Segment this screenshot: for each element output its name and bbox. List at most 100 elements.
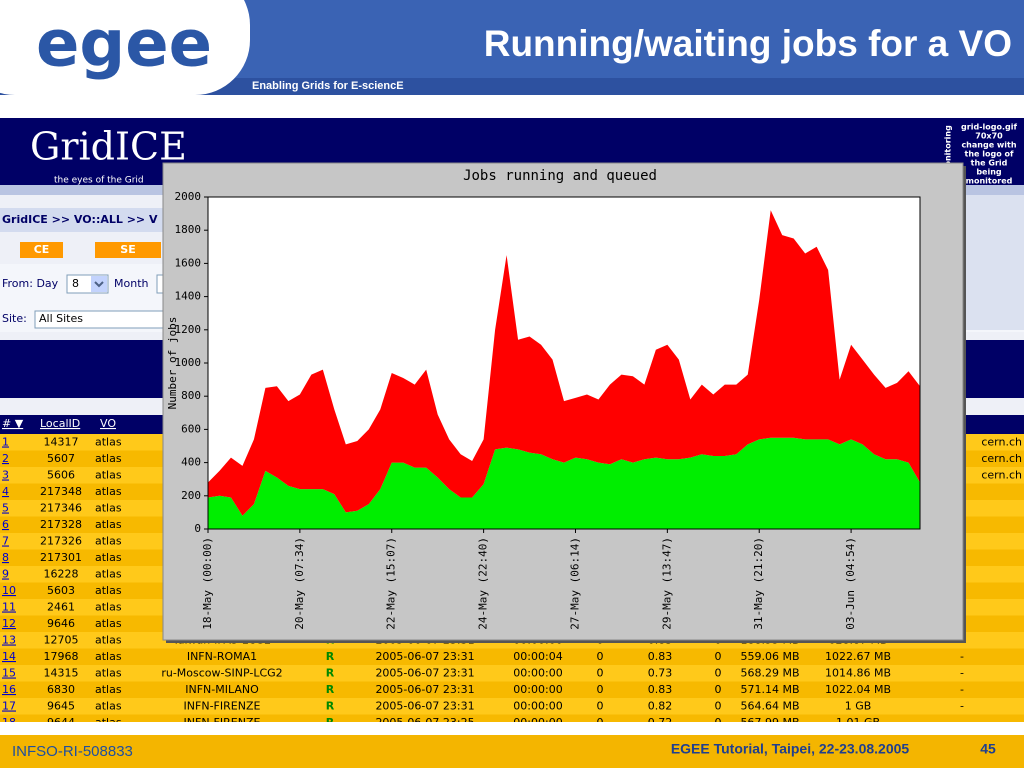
x-tick-label: 22-May (15:07) xyxy=(385,537,398,630)
table-cell: atlas xyxy=(95,667,122,680)
table-cell: - xyxy=(960,700,964,713)
row-link[interactable]: 12 xyxy=(2,617,16,630)
table-cell: 217346 xyxy=(40,502,82,515)
table-cell: 571.14 MB xyxy=(740,683,799,696)
table-cell: atlas xyxy=(95,650,122,663)
logo-note: the logo of xyxy=(965,150,1014,159)
table-cell: atlas xyxy=(95,452,122,465)
header-strip xyxy=(0,78,1024,95)
logo-note: grid-logo.gif xyxy=(961,123,1017,132)
table-cell: 0.72 xyxy=(648,716,673,729)
table-cell: 0 xyxy=(715,716,722,729)
site-label: Site: xyxy=(2,312,27,325)
x-tick-label: 29-May (13:47) xyxy=(660,537,673,630)
row-link[interactable]: 3 xyxy=(2,469,9,482)
y-tick-label: 800 xyxy=(181,389,201,402)
chart: Jobs running and queued Number of jobs 0 20… xyxy=(162,162,966,643)
table-cell: 2005-06-07 23:25 xyxy=(375,716,474,729)
table-cell: 564.64 MB xyxy=(740,700,799,713)
table-cell: 0 xyxy=(597,667,604,680)
table-cell: 0 xyxy=(715,683,722,696)
table-cell: 217301 xyxy=(40,551,82,564)
tab[interactable] xyxy=(20,242,63,258)
row-link[interactable]: 4 xyxy=(2,485,9,498)
table-cell: 00:00:00 xyxy=(513,716,562,729)
table-row xyxy=(0,648,1024,665)
row-link[interactable]: 7 xyxy=(2,535,9,548)
footer-left: INFSO-RI-508833 xyxy=(12,743,133,760)
table-cell: 0 xyxy=(597,683,604,696)
row-link[interactable]: 16 xyxy=(2,683,16,696)
tab[interactable] xyxy=(95,242,161,258)
table-cell: 217348 xyxy=(40,485,82,498)
chart-title: Jobs running and queued xyxy=(463,168,657,184)
column-header[interactable]: LocalID xyxy=(40,417,80,430)
table-cell: R xyxy=(326,683,335,696)
table-cell: 0 xyxy=(597,700,604,713)
table-cell: 5606 xyxy=(47,469,75,482)
row-link[interactable]: 13 xyxy=(2,634,16,647)
x-tick-label: 18-May (00:00) xyxy=(201,537,214,630)
row-link[interactable]: 9 xyxy=(2,568,9,581)
month-label: Month xyxy=(114,277,149,290)
logo-note: monitored xyxy=(966,177,1013,186)
table-cell: cern.ch xyxy=(981,436,1022,449)
table-cell: 1022.04 MB xyxy=(825,683,891,696)
row-link[interactable]: 15 xyxy=(2,667,16,680)
table-cell: 17968 xyxy=(44,650,79,663)
table-cell: 1022.67 MB xyxy=(825,650,891,663)
table-cell: R xyxy=(326,700,335,713)
site-value: All Sites xyxy=(39,312,83,325)
table-cell: 5603 xyxy=(47,584,75,597)
y-tick-label: 200 xyxy=(181,489,201,502)
column-header[interactable]: VO xyxy=(100,417,116,430)
area xyxy=(208,437,920,529)
row-link[interactable]: 1 xyxy=(2,436,9,449)
y-tick-label: 2000 xyxy=(175,190,202,203)
table-cell: 568.29 MB xyxy=(740,667,799,680)
table-cell: atlas xyxy=(95,634,122,647)
table-cell: atlas xyxy=(95,617,122,630)
table-cell: 14317 xyxy=(44,436,79,449)
x-tick-label: 03-Jun (04:54) xyxy=(844,537,857,630)
tab-label[interactable]: CE xyxy=(34,243,50,256)
table-row xyxy=(0,714,1024,722)
table-cell: atlas xyxy=(95,568,122,581)
day-value: 8 xyxy=(72,277,79,290)
row-link[interactable]: 10 xyxy=(2,584,16,597)
row-link[interactable]: 6 xyxy=(2,518,9,531)
table-cell: 6830 xyxy=(47,683,75,696)
table-cell: atlas xyxy=(95,436,122,449)
y-tick-label: 1000 xyxy=(175,356,202,369)
table-cell: 217326 xyxy=(40,535,82,548)
table-cell: cern.ch xyxy=(981,452,1022,465)
right-panel xyxy=(963,195,1024,330)
egee-logo: egee xyxy=(36,8,212,82)
row-link[interactable]: 8 xyxy=(2,551,9,564)
table-cell: 0 xyxy=(715,667,722,680)
table-cell: 2461 xyxy=(47,601,75,614)
table-cell: 2005-06-07 23:31 xyxy=(375,667,474,680)
table-cell: atlas xyxy=(95,584,122,597)
table-cell: 2005-06-07 23:31 xyxy=(375,700,474,713)
row-link[interactable]: 14 xyxy=(2,650,16,663)
select-arrow[interactable] xyxy=(91,276,107,292)
logo-note: the Grid xyxy=(971,159,1008,168)
table-cell: 0 xyxy=(715,700,722,713)
y-tick-label: 1800 xyxy=(175,223,202,236)
tab-label[interactable]: SE xyxy=(120,243,135,256)
column-header[interactable]: # ▼ xyxy=(2,417,24,430)
row-link[interactable]: 11 xyxy=(2,601,16,614)
row-link[interactable]: 17 xyxy=(2,700,16,713)
logo-bg xyxy=(0,0,250,95)
table-cell: atlas xyxy=(95,683,122,696)
row-link[interactable]: 18 xyxy=(2,716,16,729)
table-cell: 2005-06-07 23:31 xyxy=(375,650,474,663)
row-link[interactable]: 5 xyxy=(2,502,9,515)
x-tick-label: 24-May (22:40) xyxy=(477,537,490,630)
table-cell: 0.82 xyxy=(648,700,673,713)
table-cell: 0.83 xyxy=(648,650,673,663)
row-link[interactable]: 2 xyxy=(2,452,9,465)
table-cell: atlas xyxy=(95,551,122,564)
